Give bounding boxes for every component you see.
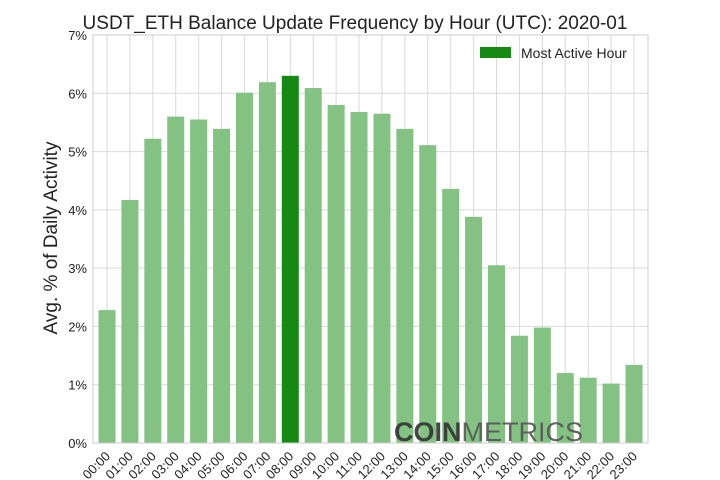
bar: [533, 327, 551, 443]
y-tick-label: 0%: [68, 436, 87, 451]
bar: [98, 310, 116, 443]
bars: [98, 75, 643, 444]
axes: [92, 34, 649, 444]
chart-title: USDT_ETH Balance Update Frequency by Hou…: [83, 13, 628, 34]
bar: [625, 364, 643, 443]
bar: [396, 128, 414, 443]
bar: [304, 88, 322, 443]
legend: Most Active Hour: [480, 45, 627, 61]
bar: [190, 119, 208, 443]
watermark-light: METRICS: [462, 417, 584, 447]
svg-text:COINMETRICS: COINMETRICS: [394, 417, 583, 447]
legend-swatch: [480, 47, 511, 58]
bar: [235, 92, 253, 444]
bar: [213, 128, 231, 443]
bar: [167, 116, 185, 443]
bar: [510, 335, 528, 443]
bar: [602, 383, 620, 443]
bar: [419, 145, 437, 443]
bar: [373, 113, 391, 443]
y-tick-label: 5%: [68, 145, 87, 160]
bar: [488, 265, 506, 443]
y-tick-label: 7%: [68, 28, 87, 43]
bar: [465, 216, 483, 443]
bar-most-active: [281, 75, 299, 444]
y-tick-label: 4%: [68, 203, 87, 218]
watermark-bold: COIN: [394, 417, 462, 447]
bar: [556, 373, 574, 443]
y-tick-label: 1%: [68, 378, 87, 393]
plot-frame: [92, 34, 649, 444]
bar: [144, 138, 162, 443]
coinmetrics-watermark: COINMETRICS: [394, 417, 583, 447]
y-axis-label: Avg. % of Daily Activity: [41, 141, 62, 334]
y-tick-label: 3%: [68, 261, 87, 276]
legend-label: Most Active Hour: [521, 45, 627, 61]
bar: [579, 377, 597, 443]
y-tick-label: 6%: [68, 86, 87, 101]
x-tick-labels: 00:0001:0002:0003:0004:0005:0006:0007:00…: [80, 449, 641, 480]
y-tick-labels: 0% 1% 2% 3% 4% 5% 6% 7%: [68, 28, 87, 451]
bar: [258, 82, 276, 443]
y-tick-label: 2%: [68, 319, 87, 334]
bar: [350, 111, 368, 444]
bar: [327, 104, 345, 443]
bar: [442, 188, 460, 443]
bar: [121, 199, 139, 443]
